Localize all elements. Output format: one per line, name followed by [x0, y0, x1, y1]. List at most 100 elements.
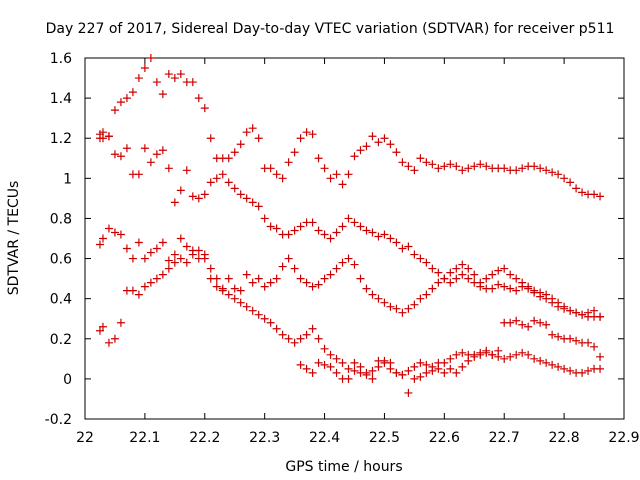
data-point — [104, 224, 113, 233]
data-point — [368, 374, 377, 383]
data-point — [272, 274, 281, 283]
data-point — [458, 362, 467, 371]
data-point — [248, 278, 257, 287]
data-point — [368, 290, 377, 299]
data-point — [512, 350, 521, 359]
data-point — [134, 238, 143, 247]
data-point — [266, 222, 275, 231]
data-point — [410, 250, 419, 259]
data-point — [236, 298, 245, 307]
data-point — [476, 348, 485, 357]
data-point — [512, 274, 521, 283]
data-point — [344, 364, 353, 373]
data-point — [152, 78, 161, 87]
data-point — [368, 228, 377, 237]
data-point — [302, 278, 311, 287]
data-point — [200, 104, 209, 113]
data-point — [386, 234, 395, 243]
data-point — [548, 168, 557, 177]
data-point — [566, 334, 575, 343]
data-point — [95, 134, 104, 143]
x-axis-label: GPS time / hours — [285, 459, 402, 475]
data-point — [308, 218, 317, 227]
data-point — [158, 238, 167, 247]
x-tick-label: 22.1 — [129, 430, 160, 446]
data-point — [536, 356, 545, 365]
data-point — [188, 78, 197, 87]
data-point — [146, 248, 155, 257]
data-point — [374, 138, 383, 147]
data-point — [548, 360, 557, 369]
data-point — [434, 268, 443, 277]
data-point — [176, 70, 185, 79]
data-point — [458, 348, 467, 357]
data-point — [416, 254, 425, 263]
data-point — [452, 274, 461, 283]
data-point — [578, 368, 587, 377]
data-point — [230, 184, 239, 193]
data-points — [95, 54, 605, 397]
data-point — [518, 320, 527, 329]
data-point — [332, 354, 341, 363]
data-point — [464, 164, 473, 173]
data-point — [362, 368, 371, 377]
data-point — [98, 128, 107, 137]
x-tick-label: 22.4 — [309, 430, 340, 446]
data-point — [302, 364, 311, 373]
y-tick-label: 1.2 — [50, 131, 72, 147]
data-point — [542, 358, 551, 367]
data-point — [542, 320, 551, 329]
data-point — [212, 154, 221, 163]
chart-title: Day 227 of 2017, Sidereal Day-to-day VTE… — [46, 21, 615, 37]
data-point — [500, 354, 509, 363]
data-point — [320, 274, 329, 283]
data-point — [434, 164, 443, 173]
data-point — [518, 164, 527, 173]
data-point — [566, 306, 575, 315]
data-point — [254, 202, 263, 211]
data-point — [308, 282, 317, 291]
data-point — [146, 54, 155, 62]
data-point — [506, 270, 515, 279]
x-tick-label: 22.9 — [608, 430, 639, 446]
data-point — [596, 352, 605, 361]
series-track-a — [95, 124, 605, 207]
data-point — [404, 388, 413, 397]
data-point — [158, 146, 167, 155]
data-point — [500, 164, 509, 173]
data-point — [122, 94, 131, 103]
data-point — [380, 230, 389, 239]
data-point — [524, 322, 533, 331]
data-point — [470, 270, 479, 279]
data-point — [512, 316, 521, 325]
data-point — [566, 178, 575, 187]
data-point — [356, 146, 365, 155]
data-point — [284, 254, 293, 263]
data-point — [392, 368, 401, 377]
data-point — [530, 162, 539, 171]
data-point — [218, 284, 227, 293]
data-point — [314, 280, 323, 289]
data-point — [416, 294, 425, 303]
data-point — [500, 282, 509, 291]
data-point — [422, 290, 431, 299]
data-point — [566, 366, 575, 375]
data-point — [308, 130, 317, 139]
y-tick-label: 0.2 — [50, 332, 72, 348]
data-point — [482, 346, 491, 355]
data-point — [500, 264, 509, 273]
data-point — [170, 74, 179, 83]
data-point — [338, 358, 347, 367]
data-point — [368, 366, 377, 375]
x-tick-label: 22 — [76, 430, 94, 446]
data-point — [254, 134, 263, 143]
data-point — [128, 286, 137, 295]
data-point — [590, 306, 599, 315]
data-point — [254, 274, 263, 283]
data-point — [296, 134, 305, 143]
data-point — [206, 178, 215, 187]
data-point — [338, 180, 347, 189]
data-point — [482, 162, 491, 171]
y-tick-label: -0.2 — [45, 412, 72, 428]
data-point — [386, 358, 395, 367]
